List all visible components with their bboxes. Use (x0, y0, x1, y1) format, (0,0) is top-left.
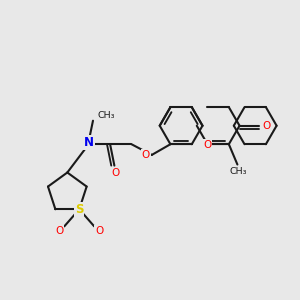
Text: O: O (111, 168, 119, 178)
Text: CH₃: CH₃ (98, 111, 116, 120)
Text: S: S (75, 203, 83, 216)
Text: O: O (203, 140, 211, 150)
Text: O: O (262, 121, 271, 131)
Text: CH₃: CH₃ (230, 167, 247, 176)
Text: O: O (55, 226, 64, 236)
Text: O: O (142, 150, 150, 160)
Text: N: N (84, 136, 94, 149)
Text: O: O (95, 226, 103, 236)
